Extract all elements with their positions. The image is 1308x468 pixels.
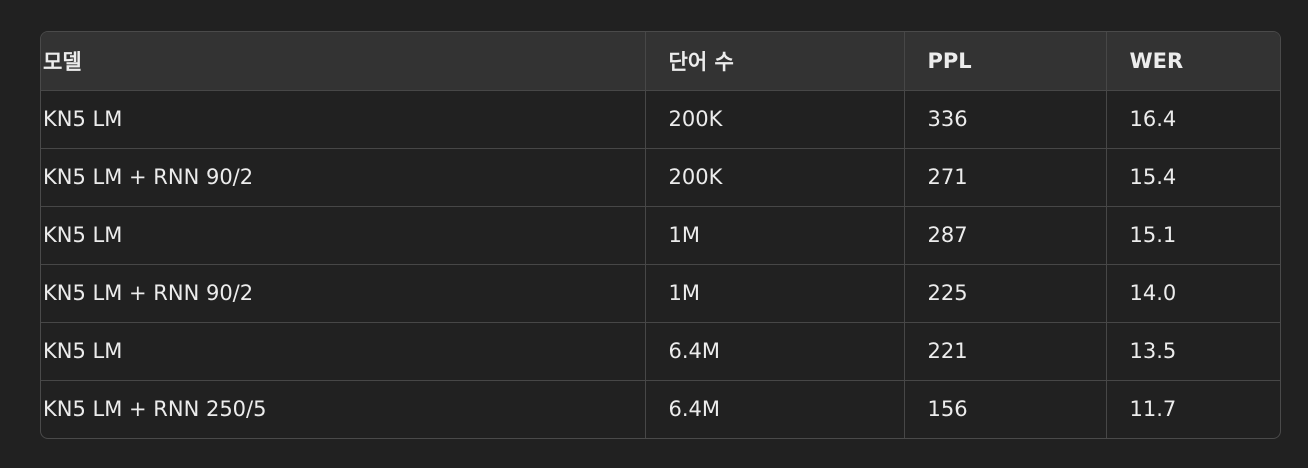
cell-model: KN5 LM (41, 90, 646, 149)
cell-ppl: 221 (904, 322, 1107, 381)
cell-ppl: 336 (904, 90, 1107, 149)
cell-word-count: 6.4M (645, 322, 905, 381)
column-header-word-count: 단어 수 (645, 32, 905, 91)
cell-word-count: 1M (645, 264, 905, 323)
cell-word-count: 6.4M (645, 380, 905, 438)
cell-word-count: 200K (645, 90, 905, 149)
cell-model: KN5 LM + RNN 250/5 (41, 380, 646, 438)
cell-ppl: 225 (904, 264, 1107, 323)
table-row: KN5 LM + RNN 250/5 6.4M 156 11.7 (41, 380, 1280, 438)
table-row: KN5 LM 6.4M 221 13.5 (41, 322, 1280, 381)
cell-wer: 15.1 (1106, 206, 1280, 265)
cell-wer: 11.7 (1129, 397, 1177, 422)
cell-model: KN5 LM + RNN 90/2 (41, 148, 646, 207)
results-table-container: 모델 단어 수 PPL WER KN5 LM 200K 336 16.4 KN5… (40, 31, 1281, 439)
table-row: KN5 LM 200K 336 16.4 (41, 90, 1280, 149)
cell-ppl: 156 (904, 380, 1107, 438)
cell-ppl: 287 (904, 206, 1107, 265)
table-header-row: 모델 단어 수 PPL WER (41, 32, 1280, 91)
column-header-ppl: PPL (904, 32, 1107, 91)
cell-model: KN5 LM (41, 322, 646, 381)
table-row: KN5 LM + RNN 90/2 1M 225 14.0 (41, 264, 1280, 323)
cell-wer: 13.5 (1106, 322, 1280, 381)
cell-word-count: 200K (645, 148, 905, 207)
cell-wer: 16.4 (1106, 90, 1280, 149)
table-row: KN5 LM 1M 287 15.1 (41, 206, 1280, 265)
results-table: 모델 단어 수 PPL WER KN5 LM 200K 336 16.4 KN5… (41, 32, 1280, 438)
cell-wer: 14.0 (1106, 264, 1280, 323)
column-header-model: 모델 (41, 32, 646, 91)
cell-word-count: 1M (645, 206, 905, 265)
cell-wer: 15.4 (1106, 148, 1280, 207)
cell-model: KN5 LM (41, 206, 646, 265)
table-row: KN5 LM + RNN 90/2 200K 271 15.4 (41, 148, 1280, 207)
cell-ppl: 271 (904, 148, 1107, 207)
cell-model: KN5 LM + RNN 90/2 (41, 264, 646, 323)
column-header-wer: WER (1106, 32, 1280, 91)
